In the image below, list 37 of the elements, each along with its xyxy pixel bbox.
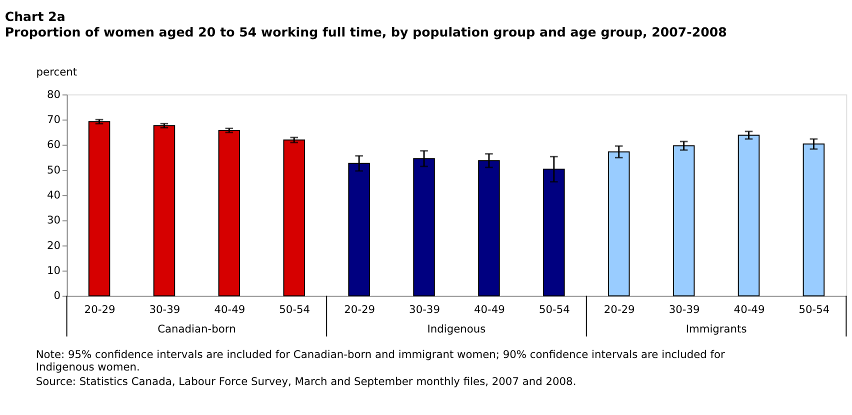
text: Immigrants <box>686 322 748 336</box>
bar <box>88 121 110 296</box>
y-tick-label: 70 <box>46 113 61 126</box>
x-tick-label: 30-39 <box>409 302 440 316</box>
x-tick-label: 20-29 <box>84 302 116 316</box>
text: Indigenous <box>427 322 486 336</box>
x-tick-label: 20-29 <box>344 302 376 316</box>
y-axis-title: percent <box>36 66 78 79</box>
y-tick-label: 0 <box>54 289 61 302</box>
x-tick-label: 20-29 <box>604 302 636 316</box>
x-tick-label: 50-54 <box>798 302 830 316</box>
bar <box>608 151 630 296</box>
chart-title: Chart 2a <box>4 8 66 24</box>
y-tick-label: 40 <box>46 188 61 202</box>
y-tick-label: 30 <box>46 214 61 227</box>
x-tick-label: 50-54 <box>279 302 310 316</box>
bar <box>283 140 305 296</box>
x-tick-label: 50-54 <box>538 302 570 316</box>
y-tick-label: 50 <box>46 163 61 176</box>
y-tick-label: 10 <box>46 264 61 278</box>
chart-subtitle: Proportion of women aged 20 to 54 working full time, by population group and age group, 2007-2008 <box>4 24 727 40</box>
x-tick-label: 40-49 <box>214 302 246 316</box>
bar <box>802 144 825 296</box>
x-tick-label: 40-49 <box>734 302 765 316</box>
bar <box>672 145 695 296</box>
x-tick-label: 40-49 <box>474 302 506 316</box>
bar <box>738 134 760 296</box>
y-tick-label: 80 <box>46 88 61 101</box>
text: Note: 95% confidence intervals are included for Canadian-born and immigrant women; 90% confidence intervals are included for Indigenous women. <box>36 348 726 374</box>
x-tick-label: 30-39 <box>668 302 700 316</box>
y-tick-label: 20 <box>46 238 61 252</box>
text: Canadian-born <box>158 322 236 336</box>
x-tick-label: 30-39 <box>149 302 180 316</box>
bar <box>218 130 240 296</box>
y-tick-label: 60 <box>46 138 61 152</box>
bar <box>153 125 176 296</box>
source-note: Source: Statistics Canada, Labour Force Survey, March and September monthly files, 2007 and 2008. <box>36 374 576 388</box>
